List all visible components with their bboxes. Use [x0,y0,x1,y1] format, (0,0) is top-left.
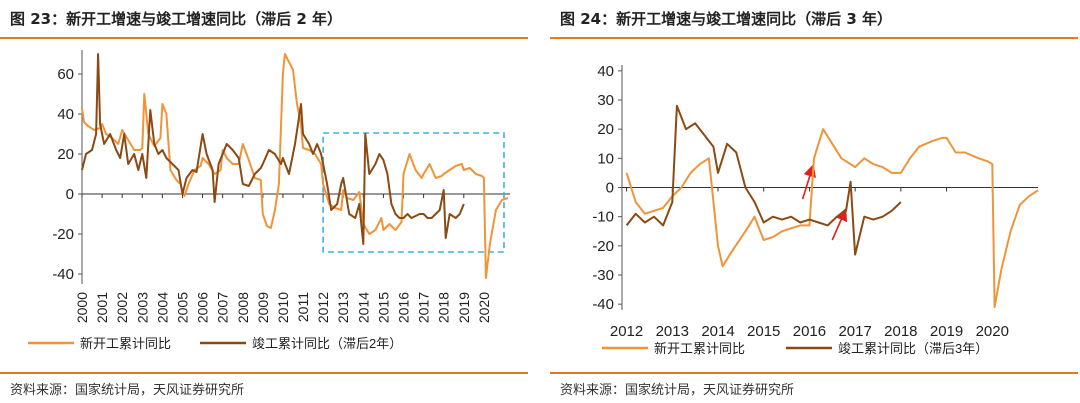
x-tick-label: 2014 [355,292,371,323]
x-tick-label: 2017 [416,292,432,323]
x-tick-label: 2002 [114,292,130,323]
x-tick-label: 2011 [295,292,311,322]
x-tick-label: 2015 [375,292,391,323]
y-tick-label: 40 [57,106,74,123]
x-tick-label: 2019 [456,292,472,323]
y-tick-label: 0 [606,180,614,197]
chart-title: 图 23：新开工增速与竣工增速同比（滞后 2 年） [10,10,342,28]
y-tick-label: -10 [592,209,614,226]
x-tick-label: 2018 [884,323,917,340]
x-tick-label: 2007 [215,292,231,323]
footer-rule [550,372,1078,374]
legend-label: 竣工累计同比（滞后2年） [252,336,402,351]
x-tick-label: 2019 [930,323,963,340]
chart-panel-right: 图 24：新开工增速与竣工增速同比（滞后 3 年） 40 30 20 10 0 -10 -2… [550,0,1080,403]
x-tick-label: 2012 [610,323,643,340]
annotation-arrow [801,163,816,200]
title-rule [0,37,528,39]
x-tick-label: 2006 [195,292,211,323]
x-tick-label: 2013 [656,323,689,340]
series-line-completions [625,104,902,256]
footer-rule [0,372,528,374]
legend-label: 竣工累计同比（滞后3年） [838,341,988,356]
x-tick-label: 2003 [134,292,150,323]
x-tick-label: 2014 [701,323,734,340]
annotation-arrow [831,207,848,241]
x-tick-label: 2017 [838,323,871,340]
x-tick-label: 2004 [154,292,170,323]
x-tick-label: 2009 [255,292,271,323]
legend-label: 新开工累计同比 [80,336,171,351]
series-line-new-starts [81,53,509,279]
y-tick-label: -40 [52,266,74,283]
x-tick-label: 2020 [976,323,1009,340]
x-tick-label: 2016 [793,323,826,340]
series-line-new-starts [625,128,1039,309]
source-note: 资料来源：国家统计局，天风证券研究所 [560,383,795,398]
chart-panel-left: 图 23：新开工增速与竣工增速同比（滞后 2 年） 60 40 20 0 -20 -40 2… [0,0,530,403]
y-tick-label: 0 [66,186,74,203]
y-tick-label: -20 [592,238,614,255]
y-tick-label: -20 [52,226,74,243]
x-tick-label: 2018 [436,292,452,323]
x-tick-label: 2015 [747,323,780,340]
y-tick-label: 40 [597,63,614,80]
title-rule [550,37,1078,39]
x-tick-label: 2012 [315,292,331,323]
y-tick-label: 20 [597,121,614,138]
x-tick-label: 2010 [275,292,291,323]
line-chart-svg: 40 30 20 10 0 -10 -20 -30 -40 2012 2013 2014 2015 201… [592,63,1039,356]
source-note: 资料来源：国家统计局，天风证券研究所 [10,383,245,398]
highlight-box [322,132,505,253]
y-tick-label: -40 [592,296,614,313]
x-tick-label: 2008 [235,292,251,323]
y-tick-label: 60 [57,66,74,83]
x-tick-label: 2005 [174,292,190,323]
y-tick-label: 30 [597,92,614,109]
chart-title: 图 24：新开工增速与竣工增速同比（滞后 3 年） [560,10,892,28]
x-tick-label: 2020 [476,292,492,323]
y-tick-label: 10 [597,150,614,167]
y-tick-label: -30 [592,267,614,284]
y-tick-label: 20 [57,146,74,163]
x-tick-label: 2000 [74,292,90,323]
series-line-completions [81,53,465,245]
x-tick-label: 2001 [94,292,110,323]
x-tick-label: 2013 [335,292,351,323]
x-tick-label: 2016 [396,292,412,323]
legend-label: 新开工累计同比 [654,341,745,356]
